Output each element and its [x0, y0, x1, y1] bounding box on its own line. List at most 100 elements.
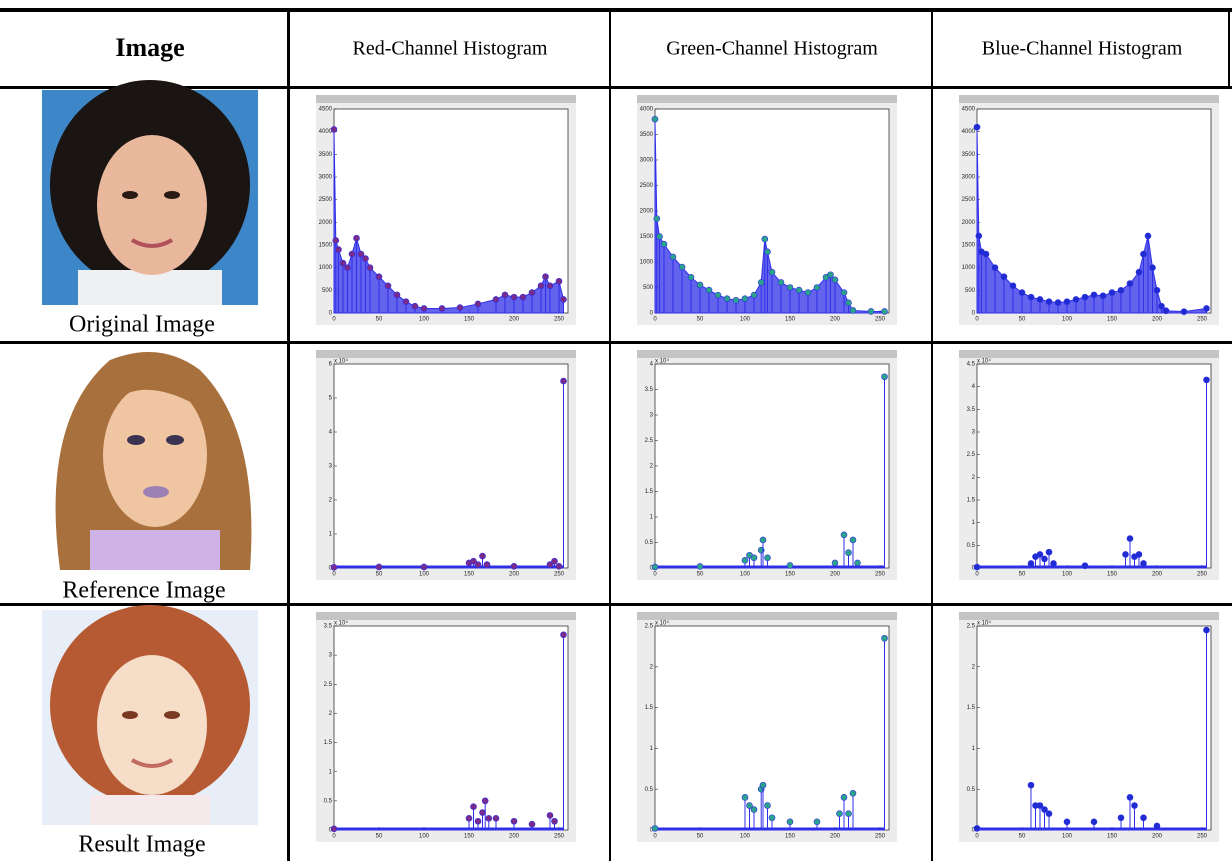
- stem-marker: [1132, 803, 1138, 809]
- stem-marker: [1028, 560, 1034, 566]
- x-tick-label: 150: [464, 317, 475, 323]
- y-tick-label: 0.5: [967, 543, 976, 549]
- x-tick-label: 150: [464, 572, 475, 578]
- stem-marker: [828, 272, 834, 278]
- y-tick-label: 0.5: [324, 798, 333, 804]
- y-multiplier: x 10⁴: [977, 620, 991, 627]
- stem-marker: [511, 563, 517, 569]
- stem-marker: [1037, 551, 1043, 557]
- stem-marker: [1141, 251, 1147, 257]
- stem-marker: [412, 303, 418, 309]
- stem-marker: [493, 815, 499, 821]
- stem-marker: [1001, 274, 1007, 280]
- stem-marker: [652, 564, 658, 570]
- histogram-chart: 00.511.522.5050100150200250x 10⁴: [959, 612, 1219, 842]
- stem-marker: [715, 292, 721, 298]
- stem-marker: [765, 555, 771, 561]
- x-tick-label: 250: [1197, 834, 1208, 840]
- stem-marker: [787, 819, 793, 825]
- stem-marker: [376, 564, 382, 570]
- col-rule: [931, 10, 933, 861]
- stem-marker: [376, 274, 382, 280]
- y-tick-label: 1000: [319, 265, 333, 271]
- x-tick-label: 200: [1152, 834, 1163, 840]
- x-tick-label: 250: [1197, 572, 1208, 578]
- plot-area: [655, 626, 889, 830]
- stem-marker: [561, 378, 567, 384]
- stem-marker: [679, 264, 685, 270]
- stem-marker: [1037, 296, 1043, 302]
- y-tick-label: 0.5: [645, 540, 654, 546]
- stem-marker: [733, 297, 739, 303]
- stem-marker: [769, 815, 775, 821]
- y-tick-label: 0.5: [967, 787, 976, 793]
- y-tick-label: 2000: [319, 220, 333, 226]
- stem-marker: [724, 296, 730, 302]
- stem-marker: [697, 563, 703, 569]
- stem-marker: [697, 282, 703, 288]
- x-tick-label: 250: [554, 317, 565, 323]
- row-caption: Original Image: [69, 312, 215, 338]
- stem-marker: [1082, 563, 1088, 569]
- x-tick-label: 150: [1107, 317, 1118, 323]
- stem-marker: [670, 254, 676, 260]
- photo-result: [42, 605, 258, 825]
- stem-marker: [421, 564, 427, 570]
- stem-marker: [333, 237, 339, 243]
- stem-marker: [349, 251, 355, 257]
- stem-marker: [796, 287, 802, 293]
- header-cell: Blue-Channel Histogram: [982, 38, 1183, 60]
- photo-reference: [56, 352, 252, 570]
- stem-marker: [751, 292, 757, 298]
- y-tick-label: 1000: [962, 265, 976, 271]
- y-tick-label: 4000: [319, 129, 333, 135]
- stem-marker: [1204, 305, 1210, 311]
- stem-marker: [742, 296, 748, 302]
- x-tick-label: 50: [697, 572, 704, 578]
- y-tick-label: 1000: [640, 260, 654, 266]
- figure-band: [316, 95, 576, 103]
- stem-marker: [657, 234, 663, 240]
- stem-marker: [520, 294, 526, 300]
- stem-marker: [1141, 815, 1147, 821]
- x-tick-label: 250: [875, 834, 886, 840]
- header-cell: Red-Channel Histogram: [353, 38, 548, 60]
- plot-area: [334, 626, 568, 830]
- x-tick-label: 50: [697, 317, 704, 323]
- stem-marker: [1100, 293, 1106, 299]
- plot-area: [977, 109, 1211, 313]
- y-tick-label: 1.5: [645, 489, 654, 495]
- y-tick-label: 3000: [962, 175, 976, 181]
- page: Image Red-Channel Histogram Green-Channe…: [0, 0, 1232, 861]
- stem-marker: [1028, 294, 1034, 300]
- x-tick-label: 200: [830, 572, 841, 578]
- x-tick-label: 150: [1107, 834, 1118, 840]
- y-tick-label: 2.5: [324, 682, 333, 688]
- stem-marker: [832, 277, 838, 283]
- y-multiplier: x 10⁴: [977, 358, 991, 365]
- stem-marker: [552, 558, 558, 564]
- stem-marker: [652, 825, 658, 831]
- stem-marker: [992, 265, 998, 271]
- x-tick-label: 100: [419, 317, 430, 323]
- stem-marker: [837, 811, 843, 817]
- y-tick-label: 4000: [640, 107, 654, 113]
- stem-marker: [1109, 290, 1115, 296]
- stem-marker: [331, 564, 337, 570]
- stem-marker: [850, 790, 856, 796]
- y-tick-label: 2.5: [967, 452, 976, 458]
- stem-marker: [421, 305, 427, 311]
- y-tick-label: 2000: [640, 209, 654, 215]
- stem-marker: [547, 812, 553, 818]
- y-tick-label: 2.5: [645, 624, 654, 630]
- x-tick-label: 50: [1019, 317, 1026, 323]
- stem-marker: [1150, 265, 1156, 271]
- stem-marker: [529, 821, 535, 827]
- y-tick-label: 4500: [962, 107, 976, 113]
- stem-marker: [1082, 294, 1088, 300]
- stem-marker: [882, 374, 888, 380]
- stem-marker: [814, 285, 820, 291]
- stem-marker: [1064, 299, 1070, 305]
- y-tick-label: 2500: [640, 183, 654, 189]
